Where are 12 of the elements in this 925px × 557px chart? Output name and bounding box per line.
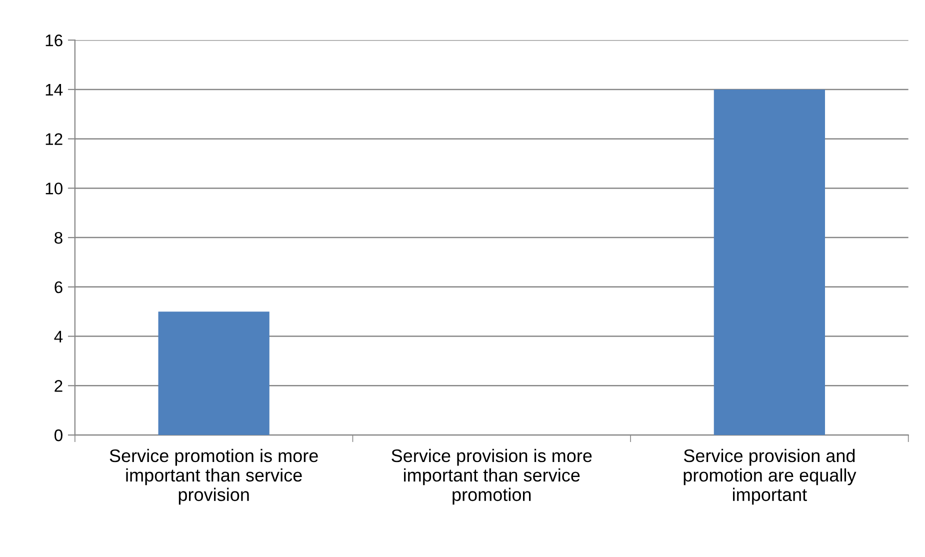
- x-tick-label: Service provision and promotion are equally important: [684, 448, 856, 505]
- y-tick-label: 2: [54, 380, 62, 392]
- y-tick-label: 12: [46, 133, 62, 145]
- y-tick-label: 0: [54, 429, 62, 442]
- x-tick-label: Service provision is more important than service promotion: [392, 448, 592, 505]
- x-tick-label: Service promotion is more important than service provision: [110, 448, 318, 505]
- y-tick-label: 16: [46, 34, 62, 46]
- y-tick-label: 14: [46, 84, 63, 96]
- y-tick-label: 8: [54, 232, 62, 244]
- y-tick-label: 6: [54, 281, 62, 294]
- y-tick-label: 10: [46, 182, 62, 194]
- y-tick-label: 4: [54, 330, 63, 342]
